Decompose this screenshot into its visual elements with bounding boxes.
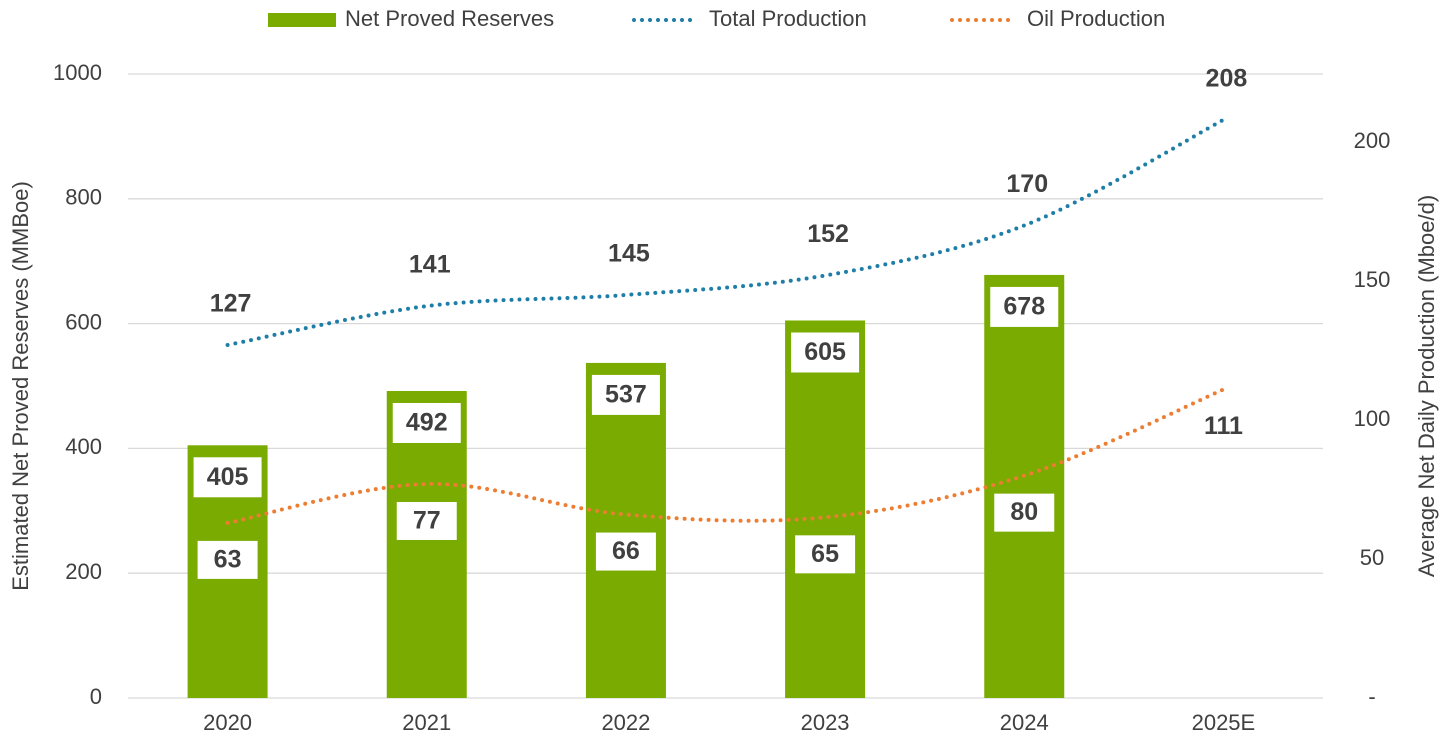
y2-tick-label: 200	[1354, 128, 1391, 153]
y2-tick-label: -	[1368, 684, 1375, 709]
y2-tick-label: 100	[1354, 406, 1391, 431]
bar-label: 405	[207, 463, 249, 491]
y2-tick-label: 150	[1354, 267, 1391, 292]
y-tick-label: 1000	[53, 60, 102, 85]
line-label: 66	[612, 537, 640, 565]
line	[225, 117, 1226, 348]
line-label: 170	[1006, 170, 1048, 198]
y-tick-label: 800	[65, 185, 102, 210]
label-box	[197, 540, 258, 579]
x-tick-label: 2023	[801, 710, 850, 735]
legend-swatch	[268, 13, 336, 27]
line-label: 77	[413, 507, 441, 535]
line-label: 127	[210, 290, 252, 318]
line-label: 65	[811, 540, 839, 568]
label-box	[795, 535, 856, 574]
y-tick-label: 0	[90, 684, 102, 709]
label-box	[1193, 407, 1254, 446]
y2-tick-label: 50	[1360, 545, 1384, 570]
bar-label: 492	[406, 409, 448, 437]
line-label: 141	[409, 251, 451, 279]
bar	[585, 362, 666, 698]
line-label: 208	[1206, 64, 1248, 92]
line-label: 152	[807, 220, 849, 248]
line-label: 63	[214, 546, 242, 574]
bar	[984, 274, 1065, 698]
line-label: 111	[1204, 412, 1243, 440]
legend-label: Net Proved Reserves	[345, 6, 554, 31]
y-axis-title: Estimated Net Proved Reserves (MMBoe)	[8, 181, 33, 591]
bar-label: 605	[804, 338, 846, 366]
x-tick-label: 2020	[203, 710, 252, 735]
y-tick-label: 200	[65, 559, 102, 584]
legend-label: Oil Production	[1027, 6, 1165, 31]
x-tick-label: 2024	[1000, 710, 1049, 735]
label-box	[396, 501, 457, 540]
label-box	[392, 402, 461, 443]
bar-label: 537	[605, 381, 647, 409]
label-box	[994, 493, 1055, 532]
bar	[785, 320, 866, 698]
x-tick-label: 2022	[601, 710, 650, 735]
line-label: 145	[608, 240, 650, 268]
x-tick-label: 2025E	[1192, 710, 1256, 735]
y-tick-label: 400	[65, 434, 102, 459]
label-box	[791, 332, 860, 373]
label-box	[990, 286, 1059, 327]
x-tick-label: 2021	[402, 710, 451, 735]
label-box	[591, 374, 660, 415]
y2-axis-title: Average Net Daily Production (Mboe/d)	[1414, 195, 1439, 577]
bar-label: 678	[1003, 293, 1045, 321]
label-box	[193, 457, 262, 498]
line-label: 80	[1010, 498, 1038, 526]
line	[225, 387, 1226, 525]
y-tick-label: 600	[65, 309, 102, 334]
legend-label: Total Production	[709, 6, 867, 31]
label-box	[595, 532, 656, 571]
